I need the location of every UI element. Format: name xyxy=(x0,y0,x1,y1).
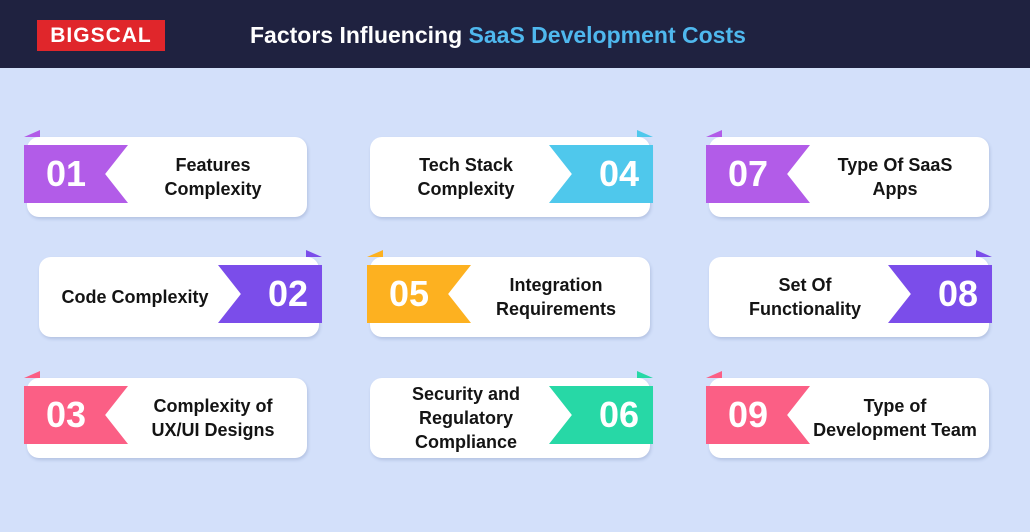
title-highlight: SaaS Development Costs xyxy=(468,22,746,48)
factor-label: Features Complexity xyxy=(125,137,301,217)
factor-number: 01 xyxy=(46,153,87,194)
tag-fold xyxy=(976,250,992,257)
factor-number: 04 xyxy=(598,153,639,194)
label-line: Functionality xyxy=(749,299,861,319)
factor-card-08: 08 Set Of Functionality xyxy=(709,250,992,337)
label-line: UX/UI Designs xyxy=(151,420,275,440)
factor-number: 02 xyxy=(267,273,308,314)
label-line: Compliance xyxy=(414,432,517,452)
factor-number: 08 xyxy=(937,273,978,314)
label-line: Type Of SaaS xyxy=(837,155,953,175)
number-tag: 02 xyxy=(218,265,322,323)
factor-number: 06 xyxy=(598,394,639,435)
tag-fold xyxy=(367,250,383,257)
factor-card-06: 06 Security and Regulatory Compliance xyxy=(370,371,653,458)
factor-label: Security and Regulatory Compliance xyxy=(378,378,554,458)
number-tag: 04 xyxy=(549,145,653,203)
factor-label: Set Of Functionality xyxy=(717,257,893,337)
factor-label: Tech Stack Complexity xyxy=(378,137,554,217)
factor-card-04: 04 Tech Stack Complexity xyxy=(370,130,653,217)
factor-card-03: 03 Complexity of UX/UI Designs xyxy=(24,371,307,458)
number-tag: 06 xyxy=(549,386,653,444)
label-line: Complexity of xyxy=(153,396,273,416)
label-line: Type of xyxy=(863,396,927,416)
factor-number: 03 xyxy=(46,394,87,435)
header-bar: BIGSCAL Factors Influencing SaaS Develop… xyxy=(0,0,1030,68)
label-line: Tech Stack xyxy=(419,155,513,175)
tag-fold xyxy=(24,130,40,137)
number-tag: 07 xyxy=(706,145,810,203)
bigscal-logo: BIGSCAL xyxy=(37,20,165,51)
title-text: Factors Influencing xyxy=(250,22,469,48)
number-tag: 03 xyxy=(24,386,128,444)
label-line: Code Complexity xyxy=(61,287,209,307)
label-line: Features Complexity xyxy=(164,155,262,199)
tag-fold xyxy=(637,130,653,137)
tag-fold xyxy=(24,371,40,378)
label-line: Security and xyxy=(411,384,521,404)
number-tag: 09 xyxy=(706,386,810,444)
factor-card-02: 02 Code Complexity xyxy=(39,250,322,337)
label-line: Set Of xyxy=(778,275,832,295)
factor-number: 05 xyxy=(389,273,430,314)
label-line: Apps xyxy=(872,179,918,199)
factor-number: 07 xyxy=(728,153,769,194)
factor-label: Integration Requirements xyxy=(468,257,644,337)
factor-card-05: 05 Integration Requirements xyxy=(367,250,650,337)
label-line: Regulatory xyxy=(418,408,513,428)
label-line: Development Team xyxy=(813,420,977,440)
factor-label: Type of Development Team xyxy=(807,378,983,458)
page-title: Factors Influencing SaaS Development Cos… xyxy=(250,20,746,50)
factor-card-01: 01 Features Complexity xyxy=(24,130,307,217)
number-tag: 01 xyxy=(24,145,128,203)
tag-fold xyxy=(706,130,722,137)
factor-label: Type Of SaaS Apps xyxy=(807,137,983,217)
factor-card-09: 09 Type of Development Team xyxy=(706,371,989,458)
label-line: Integration xyxy=(509,275,603,295)
tag-fold xyxy=(706,371,722,378)
number-tag: 05 xyxy=(367,265,471,323)
label-line: Requirements xyxy=(495,299,617,319)
factor-number: 09 xyxy=(728,394,769,435)
tag-fold xyxy=(306,250,322,257)
factor-label: Complexity of UX/UI Designs xyxy=(125,378,301,458)
number-tag: 08 xyxy=(888,265,992,323)
label-line: Complexity xyxy=(417,179,515,199)
factor-card-07: 07 Type Of SaaS Apps xyxy=(706,130,989,217)
factor-label: Code Complexity xyxy=(47,257,223,337)
tag-fold xyxy=(637,371,653,378)
